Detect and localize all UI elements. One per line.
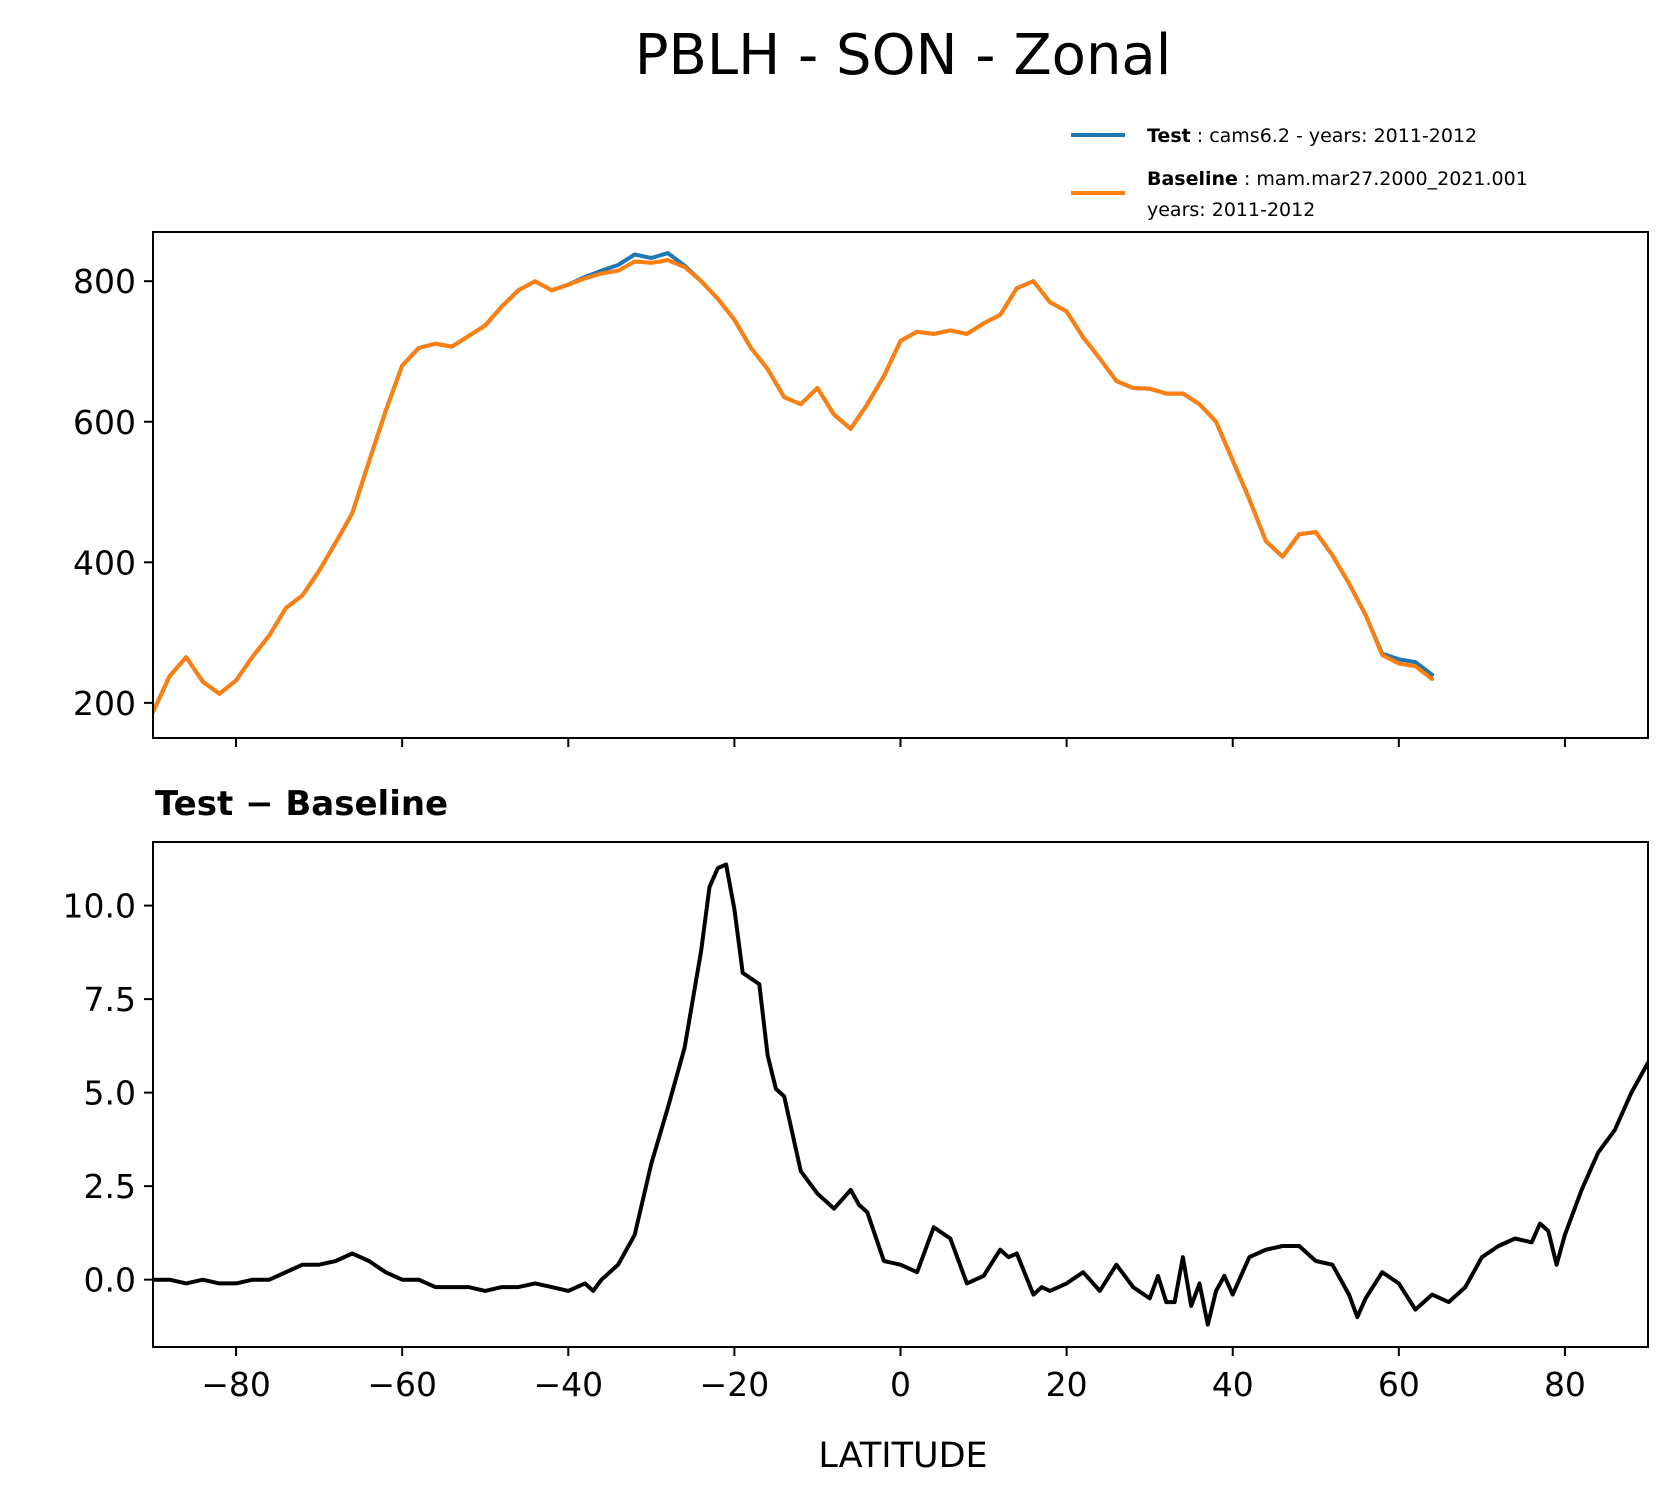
diff-x-tick-label: 40 <box>1212 1365 1254 1404</box>
diff-x-tick-label: 60 <box>1378 1365 1420 1404</box>
legend-baseline-years: years: 2011-2012 <box>1147 199 1315 221</box>
top-series-group <box>153 251 1435 714</box>
top-y-axis: 200 400 600 800 <box>73 262 153 723</box>
diff-x-tick-label: −20 <box>700 1365 770 1404</box>
diff-y-tick-label: 5.0 <box>84 1074 136 1113</box>
top-panel: 200 400 600 800 <box>73 231 1649 747</box>
figure-title: PBLH - SON - Zonal <box>635 23 1172 88</box>
legend-baseline-name: Baseline <box>1147 168 1238 190</box>
diff-panel-title: Test − Baseline <box>155 784 448 824</box>
legend-test-description: : cams6.2 - years: 2011-2012 <box>1191 125 1477 147</box>
diff-y-tick-label: 0.0 <box>84 1261 136 1300</box>
top-axes-frame <box>152 231 1649 739</box>
diff-x-tick-label: 0 <box>890 1365 911 1404</box>
diff-x-tick-label: −40 <box>533 1365 603 1404</box>
top-y-tick-label: 600 <box>73 403 136 442</box>
legend: Test : cams6.2 - years: 2011-2012 Baseli… <box>1071 125 1528 221</box>
diff-y-tick-label: 10.0 <box>63 887 136 926</box>
diff-x-axis: −80 −60 −40 −20 0 20 40 60 80 <box>201 1347 1586 1404</box>
diff-x-tick-label: −80 <box>201 1365 271 1404</box>
top-x-axis <box>235 738 1566 747</box>
legend-baseline-description: : mam.mar27.2000_2021.001 <box>1238 168 1528 190</box>
top-y-tick-label: 800 <box>73 262 136 301</box>
legend-baseline-entry: Baseline : mam.mar27.2000_2021.001 <box>1147 168 1528 190</box>
diff-y-tick-label: 2.5 <box>84 1167 136 1206</box>
top-y-tick-label: 200 <box>73 684 136 723</box>
diff-x-tick-label: 80 <box>1544 1365 1586 1404</box>
diff-axes-frame <box>152 841 1649 1348</box>
diff-series-difference-line <box>153 862 1648 1327</box>
diff-y-axis: 0.0 2.5 5.0 7.5 10.0 <box>63 887 153 1300</box>
diff-y-tick-label: 7.5 <box>84 980 136 1019</box>
top-y-tick-label: 400 <box>73 543 136 582</box>
diff-x-tick-label: −60 <box>367 1365 437 1404</box>
bottom-panel: Test − Baseline 0.02.55.07.510.0 −80 −60−… <box>63 784 1649 1404</box>
legend-test-entry: Test : cams6.2 - years: 2011-2012 <box>1147 125 1477 147</box>
x-axis-label: LATITUDE <box>818 1436 987 1476</box>
diff-series-group <box>153 862 1648 1327</box>
diff-x-tick-label: 20 <box>1046 1365 1088 1404</box>
top-series-baseline-line <box>153 258 1435 714</box>
legend-test-name: Test <box>1147 125 1191 147</box>
